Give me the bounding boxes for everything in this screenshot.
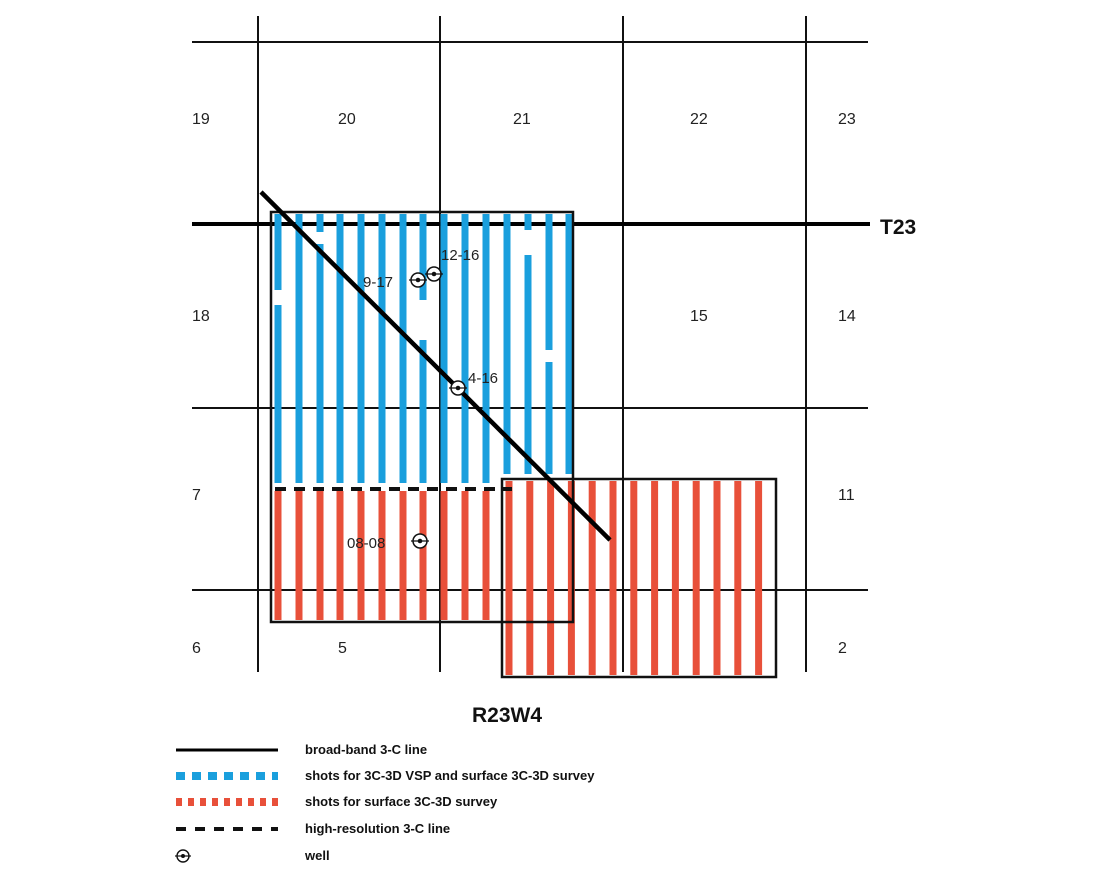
- well-icon: [425, 266, 443, 282]
- section-23: 23: [838, 111, 856, 128]
- well-label-4-16: 4-16: [468, 370, 498, 387]
- section-2: 2: [838, 640, 847, 657]
- well-08-08: 08-08: [347, 533, 429, 552]
- well-4-16: 4-16: [449, 370, 498, 396]
- legend-label-surface: shots for surface 3C-3D survey: [305, 794, 498, 809]
- legend-item-surface: shots for surface 3C-3D survey: [176, 794, 498, 809]
- legend-item-vsp: shots for 3C-3D VSP and surface 3C-3D su…: [176, 768, 595, 783]
- surface-survey-outline: [500, 477, 778, 679]
- legend: broad-band 3-C line shots for 3C-3D VSP …: [175, 742, 595, 863]
- section-18: 18: [192, 308, 210, 325]
- legend-item-hires: high-resolution 3-C line: [176, 821, 450, 836]
- legend-item-broadband: broad-band 3-C line: [176, 742, 427, 757]
- section-22: 22: [690, 111, 708, 128]
- section-20: 20: [338, 111, 356, 128]
- well-label-08-08: 08-08: [347, 535, 385, 552]
- section-11: 11: [838, 487, 855, 504]
- range-label: R23W4: [472, 704, 542, 727]
- well-label-12-16: 12-16: [441, 247, 479, 264]
- broadband-3c-line: [259, 190, 612, 542]
- legend-label-vsp: shots for 3C-3D VSP and surface 3C-3D su…: [305, 768, 595, 783]
- section-21: 21: [513, 111, 531, 128]
- legend-label-broadband: broad-band 3-C line: [305, 742, 427, 757]
- well-icon: [409, 272, 427, 288]
- surface-shot-lines: [274, 481, 763, 675]
- section-5: 5: [338, 640, 347, 657]
- well-label-9-17: 9-17: [363, 274, 393, 291]
- section-14: 14: [838, 308, 856, 325]
- section-numbers: 19 20 21 22 23 18 15 14 7 11 6 5 2: [192, 111, 856, 657]
- legend-label-hires: high-resolution 3-C line: [305, 821, 450, 836]
- section-15: 15: [690, 308, 708, 325]
- legend-item-well: well: [175, 848, 330, 863]
- well-icon: [411, 533, 429, 549]
- legend-label-well: well: [304, 848, 330, 863]
- section-7: 7: [192, 487, 201, 504]
- township-label: T23: [880, 216, 916, 239]
- well-12-16: 12-16: [425, 247, 479, 282]
- section-6: 6: [192, 640, 201, 657]
- well-9-17: 9-17: [363, 272, 427, 291]
- vsp-shot-lines: [274, 214, 573, 483]
- well-icon: [449, 380, 467, 396]
- section-19: 19: [192, 111, 210, 128]
- vsp-survey-outline: [269, 210, 575, 624]
- well-icon: [175, 849, 191, 863]
